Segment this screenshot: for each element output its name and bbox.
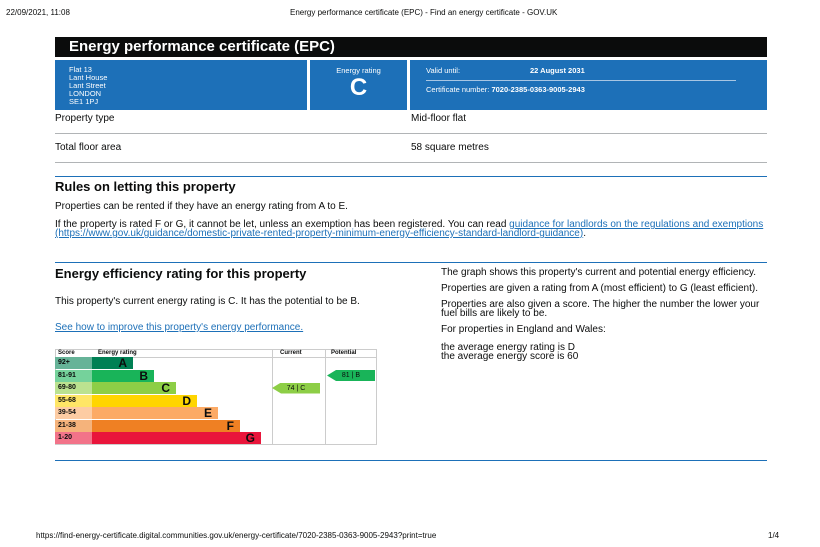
property-type-value: Mid-floor flat [411, 113, 467, 124]
energy-rating-box: Energy rating C [310, 60, 407, 110]
floor-area-value: 58 square metres [411, 142, 489, 153]
band-bar: C [92, 382, 176, 394]
address-line: Lant Street [69, 81, 106, 90]
paragraph: Properties are also given a score. The h… [441, 299, 760, 319]
efficiency-heading: Energy efficiency rating for this proper… [55, 266, 307, 281]
band-bar: D [92, 394, 197, 407]
divider [55, 262, 767, 263]
print-title: Energy performance certificate (EPC) - F… [290, 8, 558, 17]
current-rating-arrow: 74 | C [272, 382, 320, 394]
rules-text-end: . [583, 228, 586, 239]
band-score: 55-68 [55, 394, 92, 407]
score-header: Score [58, 350, 75, 356]
rating-header: Energy rating [98, 350, 137, 356]
divider [55, 176, 767, 177]
valid-until-label: Valid until: [426, 66, 461, 75]
floor-area-label: Total floor area [55, 142, 122, 153]
efficiency-text: This property's current energy rating is… [55, 296, 360, 307]
energy-rating-label: Energy rating [336, 66, 381, 75]
band-bar: A [92, 357, 133, 369]
band-bar: E [92, 407, 218, 419]
print-url: https://find-energy-certificate.digital.… [36, 531, 437, 540]
current-header: Current [280, 350, 302, 356]
divider [55, 460, 767, 461]
paragraph: For properties in England and Wales: [441, 324, 606, 335]
address-line: Flat 13 [69, 65, 92, 74]
average-score: the average energy score is 60 [441, 351, 579, 362]
band-score: 21-38 [55, 419, 92, 432]
average-rating: the average energy rating is D [441, 342, 575, 353]
certificate-number-label: Certificate number: [426, 85, 490, 94]
divider [55, 133, 767, 134]
page-title: Energy performance certificate (EPC) [55, 37, 767, 57]
page-number: 1/4 [768, 531, 780, 540]
certificate-box: Valid until: 22 August 2031 Certificate … [410, 60, 767, 110]
rules-text: Properties can be rented if they have an… [55, 201, 348, 212]
certificate-number-value: 7020-2385-0363-9005-2943 [491, 85, 585, 94]
print-datetime: 22/09/2021, 11:08 [6, 8, 70, 17]
rules-text-body: If the property is rated F or G, it cann… [55, 219, 507, 230]
band-score: 39-54 [55, 407, 92, 419]
address-line: SE1 1PJ [69, 97, 99, 106]
rules-text-2: If the property is rated F or G, it cann… [55, 219, 770, 239]
address-box: Flat 13 Lant House Lant Street LONDON SE… [55, 60, 307, 110]
band-bar: G [92, 432, 261, 444]
landlord-guidance-link[interactable]: guidance for landlords on the regulation… [55, 219, 764, 239]
band-bar: B [92, 369, 154, 382]
band-bar: F [92, 419, 240, 432]
divider [55, 162, 767, 163]
band-score: 69-80 [55, 382, 92, 394]
divider [56, 357, 376, 358]
paragraph: Properties are given a rating from A (mo… [441, 283, 758, 294]
improve-property-link[interactable]: See how to improve this property's energ… [55, 322, 304, 333]
band-score: 1-20 [55, 432, 92, 444]
property-type-label: Property type [55, 113, 115, 124]
address-line: LONDON [69, 89, 102, 98]
divider [426, 80, 736, 81]
band-score: 81-91 [55, 369, 92, 382]
address-line: Lant House [69, 73, 108, 82]
efficiency-right-text: The graph shows this property's current … [441, 267, 767, 362]
paragraph: The graph shows this property's current … [441, 267, 757, 278]
band-score: 92+ [55, 357, 92, 369]
potential-header: Potential [331, 350, 357, 356]
energy-rating-value: C [349, 74, 368, 101]
divider [272, 350, 273, 445]
valid-until-value: 22 August 2031 [530, 66, 585, 75]
rules-heading: Rules on letting this property [55, 179, 236, 194]
potential-rating-arrow: 81 | B [327, 370, 375, 381]
divider [325, 350, 326, 445]
